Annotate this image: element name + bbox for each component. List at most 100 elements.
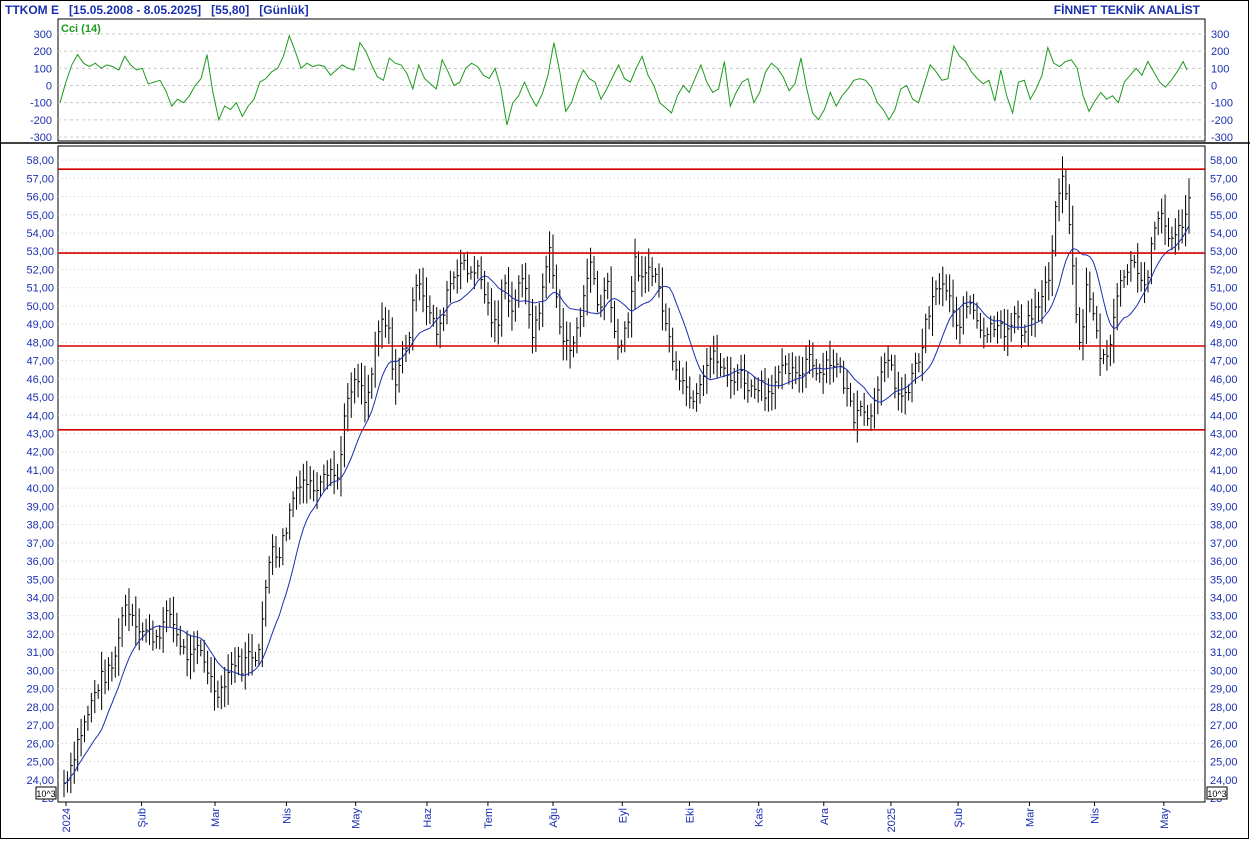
- price-bar: [1058, 178, 1062, 222]
- price-ytick-right: 47,00: [1210, 356, 1238, 368]
- price-bar: [313, 470, 316, 502]
- price-bar: [600, 294, 603, 318]
- price-bar: [118, 618, 121, 676]
- price-bar: [761, 370, 764, 401]
- price-ytick-right: 44,00: [1210, 410, 1238, 422]
- price-ytick-left: 54,00: [26, 228, 54, 240]
- price-bar: [860, 400, 863, 417]
- price-bar: [990, 315, 993, 343]
- price-bar: [699, 374, 703, 404]
- price-bar: [135, 596, 138, 646]
- price-bar: [490, 288, 494, 338]
- price-bar: [460, 249, 463, 290]
- price-ytick-right: 39,00: [1210, 501, 1238, 513]
- scale-badge-text: 10^3: [36, 789, 55, 799]
- price-bar: [248, 633, 251, 676]
- price-bar: [593, 255, 597, 285]
- scale-badge-text: 10^3: [1207, 789, 1226, 799]
- price-bar: [993, 315, 997, 338]
- price-bar: [278, 547, 282, 568]
- price-ytick-right: 26,00: [1210, 738, 1238, 750]
- price-bar: [395, 349, 398, 405]
- price-bar: [333, 450, 337, 495]
- price-bar: [607, 272, 610, 300]
- price-bar: [904, 373, 908, 415]
- price-bar: [785, 355, 788, 375]
- price-bar: [952, 279, 956, 328]
- price-bar: [323, 464, 326, 492]
- price-bar: [706, 347, 709, 394]
- price-bar: [90, 692, 94, 723]
- price-bar: [634, 238, 638, 310]
- price-bar: [340, 436, 343, 497]
- price-bar: [730, 357, 733, 399]
- price-bar: [555, 264, 559, 309]
- price-ytick-right: 28,00: [1210, 702, 1238, 714]
- x-month-label: Eki: [684, 808, 696, 823]
- price-bar: [73, 741, 77, 784]
- price-bar: [302, 463, 306, 504]
- price-bar: [655, 267, 658, 283]
- cci-ytick-left: 0: [46, 81, 52, 93]
- price-bar: [781, 348, 785, 390]
- price-bar: [456, 259, 460, 294]
- price-bar: [737, 364, 740, 391]
- price-ytick-left: 37,00: [26, 538, 54, 550]
- price-ytick-right: 48,00: [1210, 337, 1238, 349]
- price-bar: [473, 256, 477, 290]
- price-ytick-right: 49,00: [1210, 319, 1238, 331]
- x-month-label: Eyl: [617, 808, 629, 823]
- price-bar: [514, 289, 518, 322]
- price-bar: [224, 666, 227, 708]
- price-bar: [285, 527, 289, 542]
- price-ytick-left: 47,00: [26, 356, 54, 368]
- price-bar: [802, 356, 805, 393]
- price-ytick-right: 51,00: [1210, 283, 1238, 295]
- price-bar: [388, 309, 391, 345]
- price-bar: [945, 274, 949, 301]
- price-bar: [128, 588, 131, 632]
- price-bar: [853, 392, 856, 431]
- price-bar: [125, 594, 128, 627]
- price-bar: [487, 282, 491, 316]
- price-bar: [696, 383, 699, 412]
- support-resistance-lines: [58, 168, 1205, 431]
- price-ytick-right: 53,00: [1210, 246, 1238, 258]
- price-bar: [1157, 211, 1161, 236]
- price-bar: [973, 293, 976, 320]
- x-axis: 2024 Şub Mar Nis May Haz Tem Ağu Eyl Eki Kas Ara 202…: [61, 802, 1171, 832]
- price-bar: [1164, 194, 1168, 245]
- brand-label: FİNNET TEKNİK ANALİST: [1053, 3, 1200, 17]
- price-bar: [1123, 269, 1127, 288]
- price-bar: [337, 463, 340, 490]
- x-month-label: 2025: [886, 808, 898, 832]
- price-bar: [1133, 254, 1137, 268]
- price-bar: [289, 503, 292, 540]
- price-bar: [1171, 226, 1174, 251]
- price-ytick-right: 42,00: [1210, 447, 1238, 459]
- price-bar: [661, 267, 665, 331]
- price-bar: [713, 335, 716, 375]
- price-ytick-left: 34,00: [26, 593, 54, 605]
- scale-badge-right: 10^3: [1206, 786, 1228, 800]
- price-bar: [1041, 280, 1044, 324]
- price-bar: [689, 376, 692, 409]
- price-ytick-left: 28,00: [26, 702, 54, 714]
- price-bar: [70, 752, 73, 794]
- price-bar: [843, 360, 846, 394]
- price-bar: [808, 339, 812, 374]
- price-ytick-left: 32,00: [26, 629, 54, 641]
- price-bar: [675, 351, 679, 381]
- price-bar: [648, 248, 651, 292]
- cci-ytick-right: 100: [1211, 63, 1229, 75]
- price-ytick-left: 27,00: [26, 720, 54, 732]
- price-bar: [1020, 304, 1024, 348]
- price-bar: [692, 390, 696, 409]
- price-bar: [1137, 243, 1140, 293]
- x-month-label: Şub: [137, 808, 149, 828]
- price-bar: [1075, 257, 1079, 324]
- price-bar: [829, 340, 832, 385]
- price-ytick-right: 34,00: [1210, 593, 1238, 605]
- price-bar: [805, 345, 809, 389]
